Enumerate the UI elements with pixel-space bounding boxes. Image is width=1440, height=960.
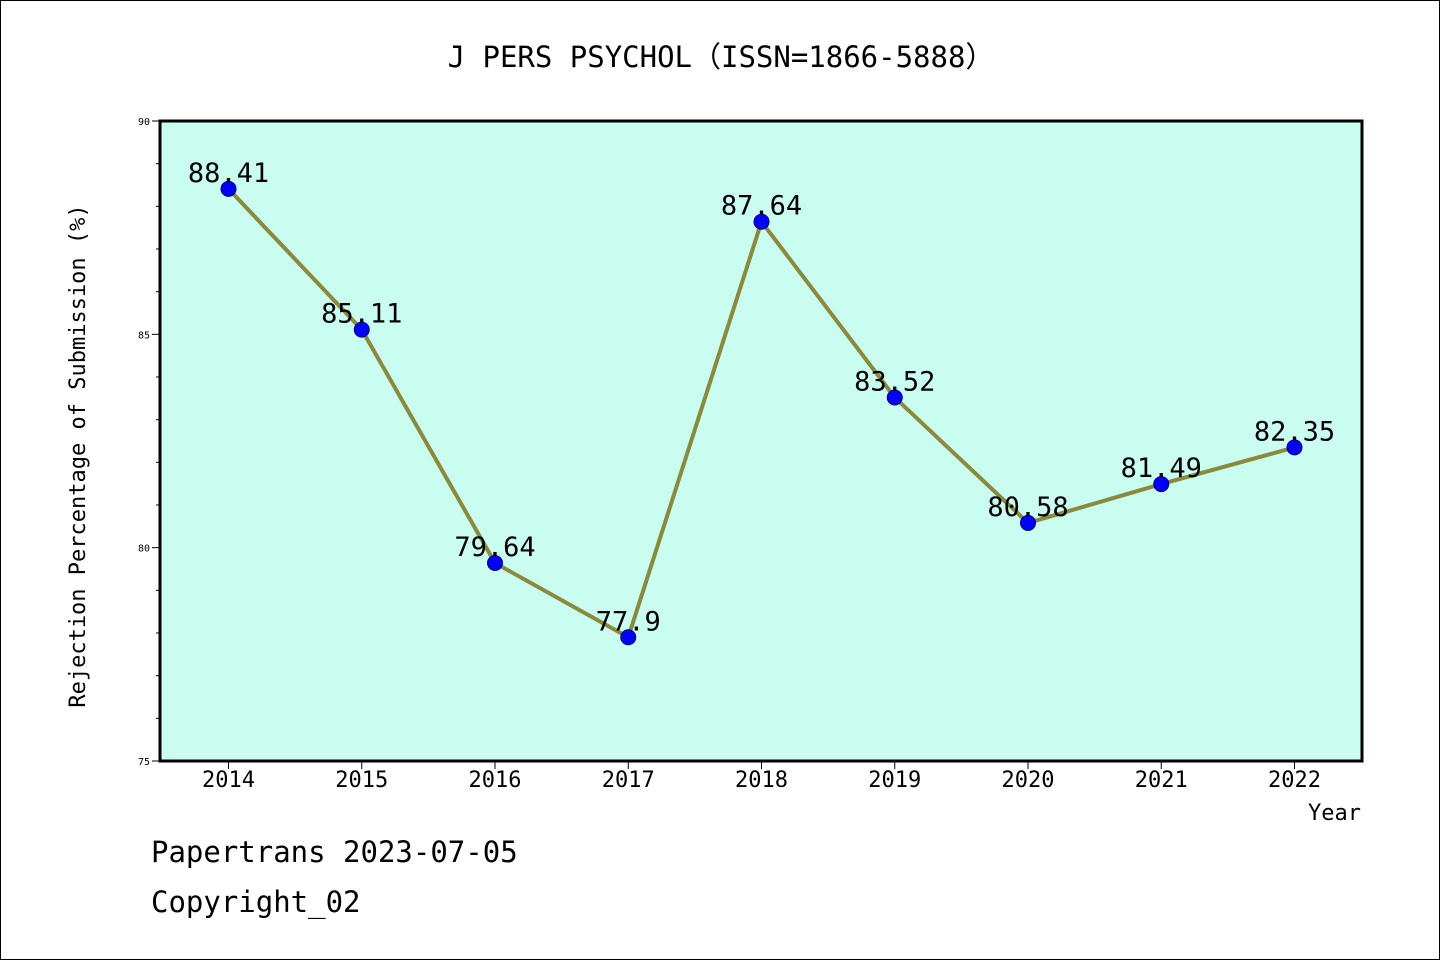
y-axis-label: Rejection Percentage of Submission (%): [66, 204, 91, 707]
x-tick-label: 2022: [1268, 768, 1321, 793]
x-tick-label: 2017: [602, 768, 655, 793]
data-label: 85.11: [321, 299, 402, 330]
footer-copyright: Copyright_02: [151, 885, 361, 919]
data-point: [353, 321, 370, 338]
data-point: [620, 629, 637, 646]
y-tick-label: 85: [138, 330, 150, 341]
x-tick-label: 2015: [335, 768, 388, 793]
data-point: [220, 180, 237, 197]
data-label: 82.35: [1254, 416, 1335, 447]
x-axis: 2014 2015 2016 2017 2018 2019 2020 2021 2022: [202, 761, 1321, 793]
data-label: 88.41: [188, 158, 269, 189]
data-point: [753, 213, 770, 230]
data-point: [1153, 476, 1170, 493]
data-label: 77.9: [596, 606, 661, 637]
x-axis-label: Year: [1308, 801, 1361, 826]
data-point: [886, 389, 903, 406]
data-label: 80.58: [987, 492, 1068, 523]
x-tick-label: 2021: [1135, 768, 1188, 793]
y-axis: 75 80 85 90: [138, 117, 160, 768]
data-label: 79.64: [454, 532, 535, 563]
y-tick-label: 90: [138, 117, 150, 128]
y-tick-label: 80: [138, 544, 150, 555]
y-tick-label: 75: [138, 757, 150, 768]
data-point: [487, 555, 503, 572]
data-label: 83.52: [854, 366, 935, 397]
series-layer: 88.41 85.11 79.64 77.9 87.64 83.52 80.58 81.49 8…: [188, 158, 1335, 646]
x-tick-label: 2018: [735, 768, 788, 793]
data-label: 81.49: [1121, 453, 1202, 484]
footer-source: Papertrans 2023-07-05: [151, 835, 518, 869]
x-tick-label: 2019: [868, 768, 921, 793]
data-point: [1020, 514, 1036, 531]
data-label: 87.64: [721, 191, 802, 222]
chart-title: J PERS PSYCHOL（ISSN=1866-5888）: [448, 40, 995, 74]
data-point: [1286, 439, 1303, 456]
x-tick-label: 2016: [469, 768, 522, 793]
x-tick-label: 2020: [1002, 768, 1055, 793]
x-tick-label: 2014: [202, 768, 255, 793]
